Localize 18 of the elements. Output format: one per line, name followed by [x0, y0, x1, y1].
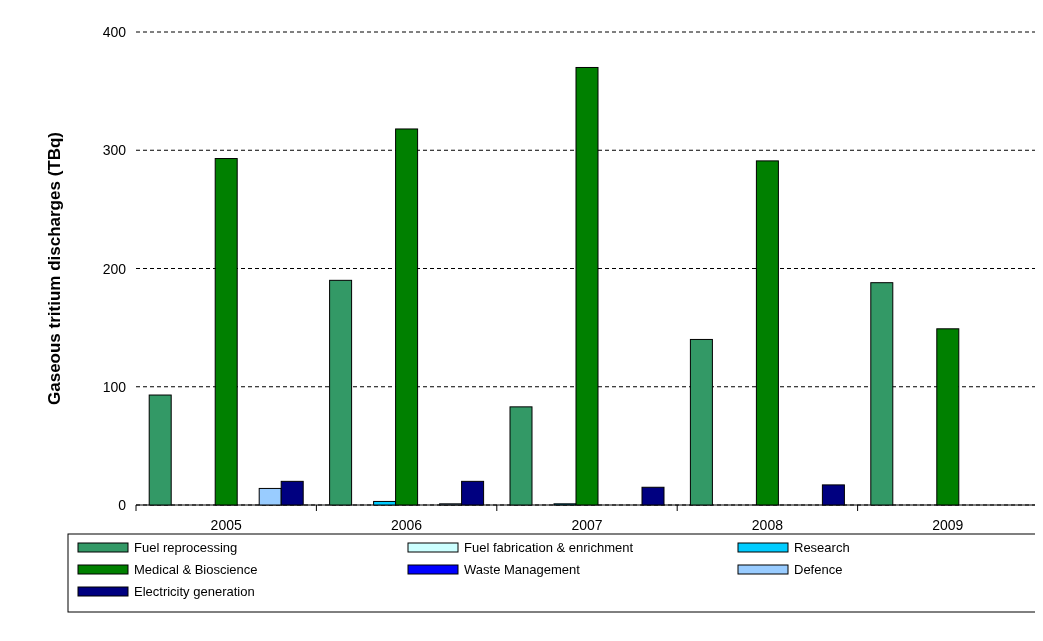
y-tick-label: 200 — [102, 260, 127, 277]
x-tick-label: 2009 — [932, 517, 964, 533]
y-tick-label: 0 — [118, 497, 127, 513]
y-axis-title: Gaseous tritium discharges (TBq) — [45, 132, 64, 405]
x-tick-label: 2005 — [210, 517, 242, 533]
legend-label: Electricity generation — [134, 584, 255, 599]
legend-label: Fuel reprocessing — [134, 540, 238, 555]
y-tick-label: 100 — [102, 378, 127, 395]
x-tick-label: 2007 — [571, 517, 603, 533]
legend-label: Medical & Bioscience — [134, 562, 258, 577]
y-tick-label: 400 — [102, 24, 127, 40]
x-tick-label: 2008 — [751, 517, 784, 533]
x-tick-label: 2006 — [391, 517, 423, 533]
legend-label: Research — [794, 540, 850, 555]
legend-label: Fuel fabrication & enrichment — [464, 540, 634, 555]
legend-label: Waste Management — [464, 562, 581, 577]
y-tick-label: 300 — [102, 142, 127, 159]
legend-label: Defence — [794, 562, 843, 577]
